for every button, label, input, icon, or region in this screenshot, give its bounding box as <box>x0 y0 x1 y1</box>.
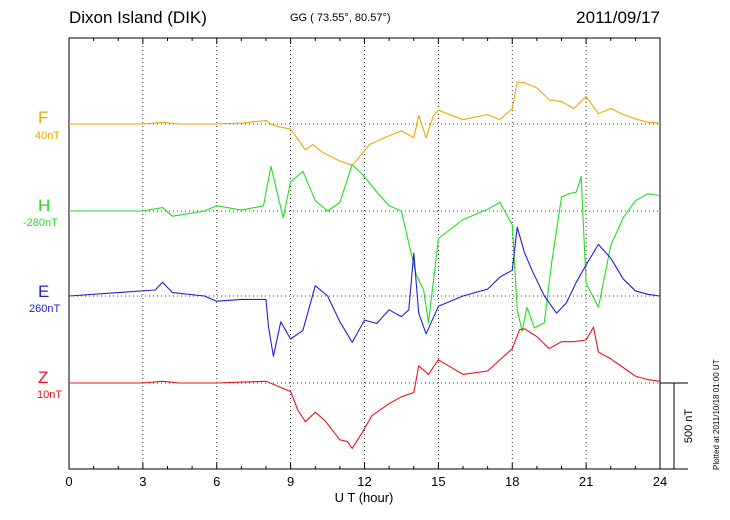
x-tick-label: 3 <box>139 474 146 489</box>
series-F-baseline-label: 40nT <box>35 130 61 142</box>
series-F-line <box>69 81 661 166</box>
station-title: Dixon Island (DIK) <box>69 8 207 27</box>
series-E-label: E <box>38 282 50 301</box>
series-H-label: H <box>38 196 51 215</box>
series-E-baseline-label: 260nT <box>29 303 61 315</box>
x-tick-label: 0 <box>65 474 72 489</box>
x-axis-ticks: 0 3 6 9 12 15 18 21 24 <box>65 38 667 489</box>
plot-date: 2011/09/17 <box>576 8 660 27</box>
series-E-line <box>68 226 661 357</box>
x-tick-label: 21 <box>579 474 593 489</box>
x-axis-label: U T (hour) <box>335 490 394 505</box>
plotted-note: Plotted at 2011/10/18 01:00 UT <box>712 359 721 470</box>
scale-bar-label: 500 nT <box>683 409 695 444</box>
x-tick-label: 9 <box>287 474 294 489</box>
series-F-label: F <box>38 108 49 127</box>
series-H-baseline-label: -280nT <box>23 217 58 229</box>
series-Z-baseline-label: 10nT <box>37 389 63 401</box>
x-tick-label: 6 <box>213 474 220 489</box>
station-coordinates: GG ( 73.55°, 80.57°) <box>290 12 391 24</box>
series-Z-line <box>69 326 661 449</box>
x-tick-label: 15 <box>431 474 445 489</box>
x-tick-label: 18 <box>505 474 519 489</box>
scale-bar: 500 nT <box>660 382 695 470</box>
data-traces <box>68 81 661 449</box>
x-tick-label: 12 <box>357 474 371 489</box>
series-Z-label: Z <box>38 368 49 387</box>
grid-lines <box>69 38 660 469</box>
series-H-line <box>69 164 661 332</box>
x-tick-label: 24 <box>653 474 667 489</box>
